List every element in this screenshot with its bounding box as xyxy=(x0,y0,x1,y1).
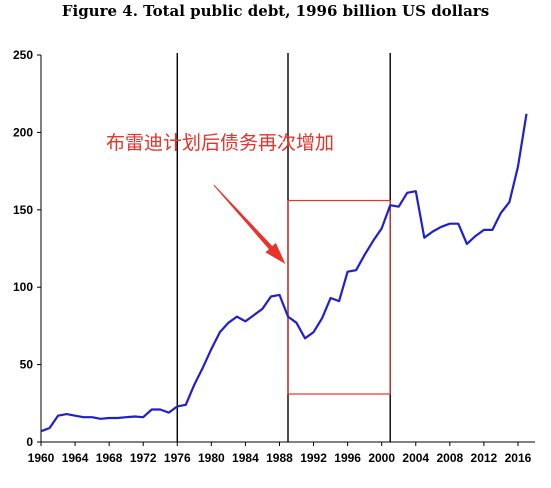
x-tick-label: 2004 xyxy=(402,451,429,465)
series-line xyxy=(40,113,528,433)
x-tick-label: 1992 xyxy=(300,451,327,465)
highlight-box xyxy=(287,199,391,395)
y-tick-label: 200 xyxy=(13,125,33,139)
annotation-text: 布雷迪计划后债务再次增加 xyxy=(106,132,334,154)
y-tick-labels: 0 50 100 150 200 250 xyxy=(13,48,33,449)
x-tick-label: 1988 xyxy=(266,451,293,465)
y-tick-label: 150 xyxy=(13,203,33,217)
x-tick-label: 2000 xyxy=(368,451,395,465)
x-tick-label: 1996 xyxy=(334,451,361,465)
axes xyxy=(37,54,535,446)
x-tick-labels: 1960 1964 1968 1972 1976 1980 1984 1988 1992 1996… xyxy=(28,451,532,465)
x-tick-label: 1984 xyxy=(232,451,259,465)
x-tick-label: 2008 xyxy=(436,451,463,465)
x-tick-label: 1964 xyxy=(62,451,89,465)
x-tick-label: 2012 xyxy=(471,451,498,465)
x-tick-label: 1960 xyxy=(28,451,55,465)
highlight-box-group xyxy=(287,199,391,395)
chart-title: Figure 4. Total public debt, 1996 billio… xyxy=(61,2,490,20)
x-tick-label: 1968 xyxy=(96,451,123,465)
y-tick-label: 50 xyxy=(20,358,34,372)
series-group xyxy=(40,113,528,433)
x-tick-label: 1976 xyxy=(164,451,191,465)
x-tick-label: 2016 xyxy=(505,451,532,465)
annotation-arrow-head xyxy=(265,242,286,264)
annotation-arrow-shaft xyxy=(213,184,273,250)
x-tick-label: 1972 xyxy=(130,451,157,465)
x-tick-label: 1980 xyxy=(198,451,225,465)
vertical-reference-lines xyxy=(176,53,391,442)
y-tick-label: 250 xyxy=(13,48,33,62)
y-tick-label: 100 xyxy=(13,280,33,294)
y-tick-label: 0 xyxy=(26,435,33,449)
annotation-group: 布雷迪计划后债务再次增加 xyxy=(106,132,334,264)
